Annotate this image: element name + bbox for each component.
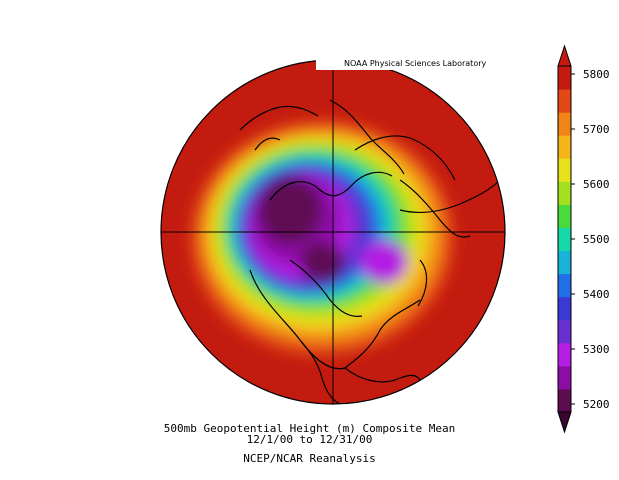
colorbar bbox=[557, 44, 575, 434]
height-field bbox=[161, 60, 505, 404]
colorbar-swatch bbox=[558, 89, 571, 113]
figure-caption-title: 500mb Geopotential Height (m) Composite … bbox=[163, 422, 456, 435]
colorbar-swatch bbox=[558, 273, 571, 298]
colorbar-label-5400: 5400 bbox=[583, 288, 610, 301]
colorbar-swatch bbox=[558, 388, 571, 413]
colorbar-swatch bbox=[558, 296, 571, 321]
credit-label: NOAA Physical Sciences Laboratory bbox=[316, 57, 510, 70]
colorbar-label-5700: 5700 bbox=[583, 123, 610, 136]
colorbar-label-5800: 5800 bbox=[583, 68, 610, 81]
colorbar-swatch bbox=[558, 135, 571, 159]
colorbar-label-5500: 5500 bbox=[583, 233, 610, 246]
colorbar-swatch bbox=[558, 250, 571, 275]
colorbar-swatch bbox=[558, 112, 571, 136]
colorbar-swatch bbox=[558, 181, 571, 205]
colorbar-label-5600: 5600 bbox=[583, 178, 610, 191]
colorbar-swatch bbox=[558, 319, 571, 344]
figure-caption-dates: 12/1/00 to 12/31/00 bbox=[246, 433, 373, 446]
colorbar-label-5300: 5300 bbox=[583, 343, 610, 356]
colorbar-swatch bbox=[558, 342, 571, 367]
figure-caption-source: NCEP/NCAR Reanalysis bbox=[243, 452, 376, 465]
coastlines bbox=[239, 99, 501, 404]
colorbar-swatch bbox=[558, 66, 571, 90]
colorbar-label-5200: 5200 bbox=[583, 398, 610, 411]
colorbar-swatch bbox=[558, 365, 571, 390]
colorbar-swatch bbox=[558, 158, 571, 182]
colorbar-swatch bbox=[558, 204, 571, 228]
colorbar-swatch bbox=[558, 227, 571, 252]
colorbar-max-arrow bbox=[557, 44, 572, 67]
